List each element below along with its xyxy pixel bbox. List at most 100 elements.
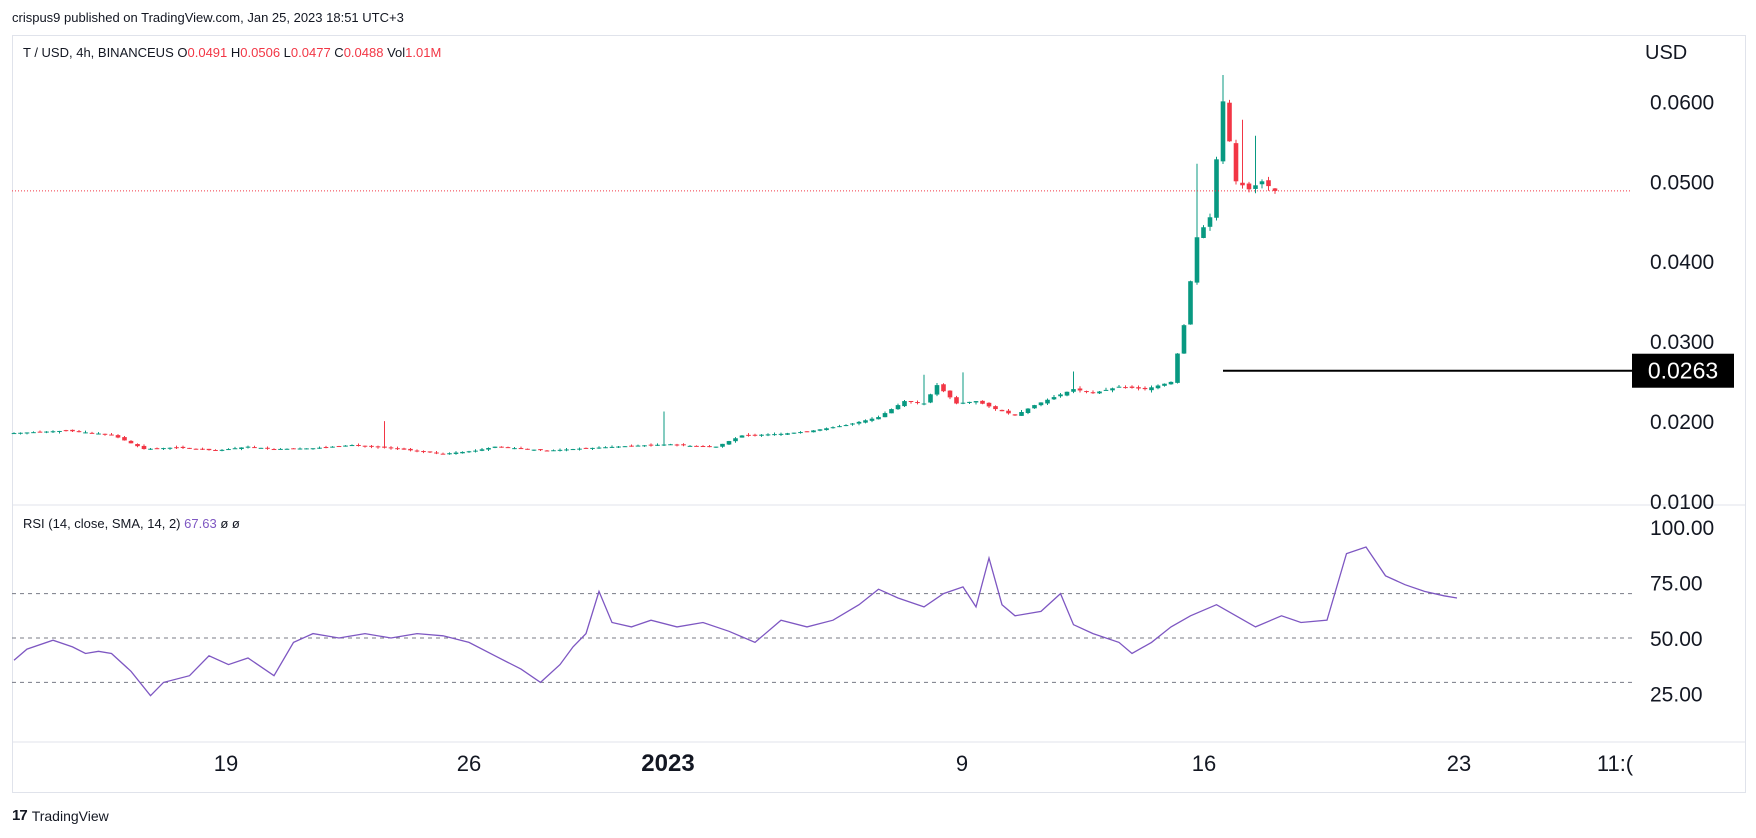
candle-body bbox=[375, 446, 381, 448]
candle-body bbox=[544, 450, 550, 452]
candle-body bbox=[174, 447, 179, 449]
candle-body bbox=[70, 429, 75, 432]
candle-body bbox=[882, 413, 888, 418]
candle-body bbox=[609, 446, 615, 448]
candle-body bbox=[50, 431, 56, 433]
candle-body bbox=[323, 447, 329, 449]
candle-body bbox=[739, 435, 745, 438]
candle-body bbox=[128, 440, 134, 444]
volume-value: 1.01M bbox=[405, 45, 442, 60]
candle-body bbox=[980, 400, 985, 404]
candle-body bbox=[11, 433, 17, 435]
candle-body bbox=[96, 433, 101, 435]
candle-body bbox=[733, 438, 738, 442]
candle-body bbox=[713, 446, 719, 448]
candle-body bbox=[726, 441, 732, 445]
candle-body bbox=[349, 445, 355, 447]
candle-body bbox=[297, 448, 303, 450]
candle-body bbox=[629, 445, 634, 447]
chart-frame[interactable] bbox=[12, 35, 1746, 793]
rsi-value: 67.63 bbox=[184, 516, 217, 531]
candle-body bbox=[193, 448, 199, 450]
candle-body bbox=[161, 448, 166, 450]
candle-body bbox=[622, 446, 628, 448]
price-tick-label: 0.0400 bbox=[1650, 251, 1714, 274]
rsi-extra-1: ø bbox=[220, 516, 229, 531]
rsi-line bbox=[13, 546, 1458, 697]
candle-body bbox=[395, 448, 400, 450]
candle-body bbox=[1071, 389, 1076, 392]
candle-body bbox=[499, 446, 504, 448]
price-axis-unit: USD bbox=[1645, 42, 1688, 64]
candle-body bbox=[356, 444, 361, 446]
low-value: 0.0477 bbox=[290, 45, 331, 60]
candle-body bbox=[187, 447, 192, 449]
candle-body bbox=[804, 431, 810, 433]
time-tick-label: 19 bbox=[214, 751, 238, 776]
candle-body bbox=[960, 402, 966, 404]
open-label: O bbox=[177, 45, 188, 60]
candle-body bbox=[466, 451, 472, 453]
candle-body bbox=[928, 394, 933, 403]
candle-body bbox=[1194, 237, 1200, 283]
candle-body bbox=[759, 434, 764, 436]
candle-body bbox=[947, 390, 953, 398]
brand[interactable]: 17 TradingView bbox=[12, 807, 109, 824]
candle-body bbox=[635, 445, 641, 447]
rsi-pane[interactable] bbox=[12, 546, 1632, 697]
candle-body bbox=[206, 448, 212, 451]
symbol-label: T / USD, 4h, BINANCEUS bbox=[23, 45, 174, 60]
candle-body bbox=[668, 444, 673, 446]
candle-body bbox=[707, 446, 712, 448]
candle-body bbox=[791, 432, 797, 434]
rsi-legend: RSI (14, close, SMA, 14, 2) 67.63 ø ø bbox=[23, 516, 240, 531]
rsi-label: RSI (14, close, SMA, 14, 2) bbox=[23, 516, 181, 531]
candle-body bbox=[551, 450, 556, 452]
time-tick-label: 9 bbox=[956, 751, 968, 776]
candle-body bbox=[681, 444, 686, 446]
candle-body bbox=[1038, 402, 1044, 406]
candle-body bbox=[642, 445, 647, 447]
volume-label: Vol bbox=[387, 45, 406, 60]
candle-body bbox=[239, 447, 244, 450]
candle-body bbox=[1175, 353, 1180, 383]
candle-body bbox=[291, 448, 296, 450]
level-price-tag bbox=[1632, 353, 1734, 388]
rsi-tick-label: 100.00 bbox=[1650, 517, 1714, 540]
candle-body bbox=[1123, 387, 1128, 389]
candle-body bbox=[421, 451, 426, 453]
candle-body bbox=[863, 420, 868, 423]
candle-body bbox=[330, 446, 335, 448]
candle-body bbox=[908, 400, 914, 402]
candle-body bbox=[505, 447, 511, 449]
candle-body bbox=[837, 426, 842, 428]
candle-body bbox=[1058, 394, 1063, 397]
candle-body bbox=[304, 448, 309, 450]
candle-body bbox=[1019, 412, 1024, 416]
candle-body bbox=[109, 434, 114, 436]
candle-body bbox=[414, 450, 420, 452]
candle-body bbox=[31, 432, 36, 434]
candle-body bbox=[1051, 397, 1057, 400]
candle-body bbox=[63, 430, 69, 432]
time-tick-label: 26 bbox=[457, 751, 481, 776]
candle-body bbox=[1188, 281, 1193, 325]
price-pane[interactable] bbox=[11, 75, 1632, 455]
candle-body bbox=[1032, 405, 1037, 409]
candle-body bbox=[83, 432, 88, 434]
candle-body bbox=[1220, 101, 1226, 162]
candle-body bbox=[824, 428, 829, 431]
candle-body bbox=[258, 447, 264, 449]
candle-body bbox=[219, 449, 225, 451]
price-tick-label: 0.0300 bbox=[1650, 331, 1714, 354]
candle-body bbox=[512, 448, 517, 450]
candle-body bbox=[180, 446, 186, 448]
time-tick-label: 23 bbox=[1447, 751, 1471, 776]
candle-body bbox=[700, 446, 706, 448]
candle-body bbox=[1201, 227, 1206, 238]
candle-body bbox=[1084, 391, 1089, 393]
candle-body bbox=[44, 431, 49, 433]
candle-body bbox=[310, 448, 316, 450]
candle-body bbox=[720, 443, 725, 447]
